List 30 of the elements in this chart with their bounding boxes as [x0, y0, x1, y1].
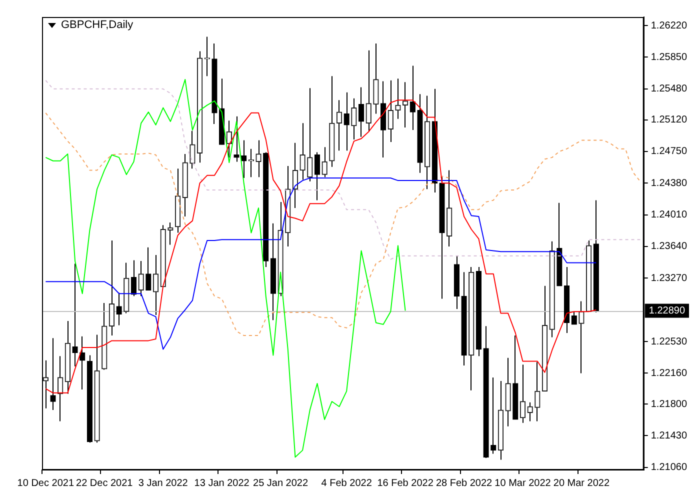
x-tick-label: 22 Dec 2021: [76, 478, 134, 489]
ref-line-label: 1.22890: [648, 305, 686, 316]
y-tick-label: 1.21060: [650, 462, 688, 474]
x-tick-label: 10 Mar 2022: [494, 478, 552, 489]
y-tick-label: 1.25120: [650, 114, 688, 126]
x-tick-label: 3 Jan 2022: [138, 478, 188, 489]
x-tick-label: 10 Dec 2021: [17, 478, 74, 489]
y-tick-label: 1.22530: [650, 336, 688, 348]
y-tick-label: 1.22160: [650, 368, 688, 379]
x-tick-label: 25 Jan 2022: [253, 478, 308, 489]
chart-title: GBPCHF,Daily: [61, 19, 134, 31]
y-tick-label: 1.24380: [650, 178, 688, 189]
x-tick-label: 4 Feb 2022: [321, 478, 372, 489]
y-tick-label: 1.23270: [650, 272, 688, 284]
y-tick-label: 1.24750: [650, 146, 688, 158]
y-tick-label: 1.24010: [650, 210, 688, 221]
y-tick-label: 1.21800: [650, 398, 688, 410]
line-series: [45, 112, 641, 336]
line-series: [45, 80, 641, 260]
y-tick-label: 1.21430: [650, 430, 688, 442]
x-tick-label: 16 Feb 2022: [377, 478, 434, 489]
x-tick-label: 28 Feb 2022: [436, 478, 493, 489]
y-tick-label: 1.25850: [650, 52, 688, 63]
x-tick-label: 20 Mar 2022: [553, 478, 610, 489]
candlestick: [72, 264, 78, 366]
y-tick-label: 1.26220: [650, 20, 688, 32]
candlestick: [204, 36, 210, 76]
x-tick-label: 13 Jan 2022: [194, 478, 250, 489]
y-tick-label: 1.25480: [650, 84, 688, 95]
y-tick-label: 1.23640: [650, 241, 688, 252]
